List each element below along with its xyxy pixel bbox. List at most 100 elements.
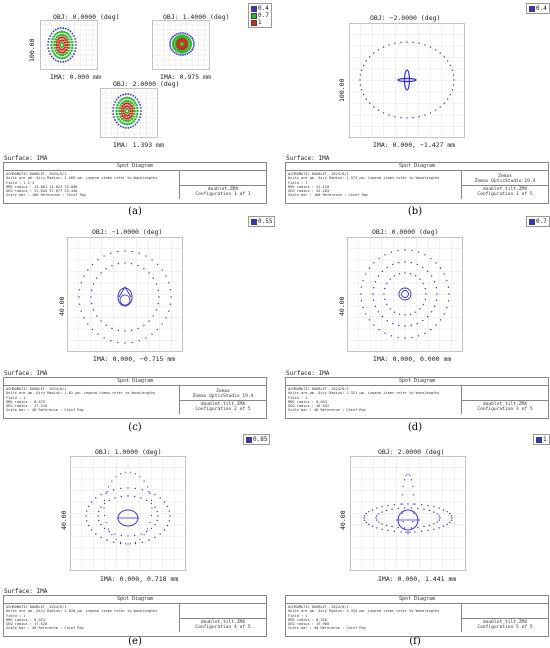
spot-point: [186, 52, 189, 55]
spot-point: [52, 57, 55, 60]
spot-point: [447, 286, 450, 288]
spot-point: [146, 530, 148, 533]
config-label: Configuration 4 of 5: [195, 625, 251, 631]
spot-point: [414, 531, 416, 533]
spot-point: [87, 323, 89, 325]
info-line: ACHROMATIC DOUBLET, 2024/6/1: [6, 605, 67, 609]
spot-point: [410, 261, 412, 264]
spot-core: [403, 69, 411, 91]
spot-point: [69, 30, 72, 33]
spot-point: [439, 267, 442, 269]
spot-point: [70, 49, 73, 52]
legend-swatch: [251, 5, 257, 12]
spot-point: [365, 273, 367, 275]
spot-point: [54, 28, 57, 31]
spot-point: [85, 520, 88, 522]
spot-point: [181, 47, 185, 51]
spot-point: [139, 113, 142, 116]
spot-point: [381, 315, 384, 318]
spot-point: [360, 69, 363, 71]
spot-point: [402, 485, 404, 487]
caption-d: (d): [407, 422, 423, 433]
spot-point: [69, 52, 72, 55]
spot-point: [50, 40, 53, 44]
spot-point: [424, 114, 426, 116]
spot-point: [372, 293, 374, 295]
spot-point: [365, 512, 367, 515]
spot-point: [61, 36, 65, 39]
info-line: Field : 1: [6, 395, 26, 400]
spot-point: [128, 119, 132, 122]
spot-point: [132, 125, 135, 128]
spot-point: [373, 324, 375, 326]
spot-point: [58, 30, 61, 34]
spot-point: [419, 308, 421, 310]
spot-point: [108, 499, 110, 502]
spot-point: [135, 115, 138, 118]
surface-label: Surface: IMA: [4, 155, 48, 162]
spot-point: [404, 261, 406, 263]
spot-point: [127, 535, 129, 537]
spot-point: [423, 525, 425, 528]
spot-point: [114, 533, 116, 535]
spot-point: [115, 121, 118, 124]
spot-point: [128, 112, 132, 115]
spot-point: [130, 114, 133, 118]
spot-point: [91, 263, 94, 266]
spot-point: [90, 289, 93, 292]
surface-label: Surface: IMA: [4, 588, 48, 595]
spot-point: [377, 109, 380, 111]
spot-point: [120, 534, 123, 537]
info-line: Scale bar : 40 Reference : Chief Ray: [6, 626, 84, 631]
spot-point: [187, 40, 190, 44]
spot-point: [129, 126, 132, 129]
spot-diagram-info-box: Spot Diagram ACHROMATIC DOUBLET, 2024/6/…: [285, 595, 549, 637]
spot-core: [397, 77, 417, 83]
spot-point: [117, 329, 120, 332]
y-scale-label: 100.00: [338, 78, 346, 102]
spot-point: [150, 514, 153, 517]
spot-point: [118, 112, 121, 116]
spot-point: [115, 538, 117, 540]
spot-point: [120, 102, 124, 105]
spot-point: [131, 109, 134, 113]
spot-point: [98, 519, 100, 522]
spot-point: [407, 473, 409, 475]
spot-point: [87, 269, 89, 271]
spot-point: [373, 262, 375, 264]
spot-point: [138, 252, 140, 254]
spot-point: [60, 57, 64, 60]
spot-point: [371, 525, 374, 527]
spot-point: [169, 43, 171, 45]
spot-point: [134, 118, 137, 121]
spot-point: [401, 494, 403, 496]
spot-point: [149, 522, 151, 524]
spot-core: [401, 290, 409, 298]
spot-point: [120, 112, 123, 115]
config-label: Configuration 3 of 5: [477, 407, 533, 413]
spot-point: [62, 48, 65, 51]
spot-point: [123, 122, 126, 126]
spot-point: [74, 40, 77, 43]
spot-point: [154, 523, 156, 526]
spot-point: [52, 30, 55, 33]
spot-point: [136, 121, 139, 124]
spot-point: [451, 89, 454, 91]
spot-point: [159, 497, 161, 499]
spot-point: [119, 94, 122, 97]
spot-point: [439, 319, 442, 321]
spot-point: [363, 515, 366, 517]
spot-point: [413, 512, 415, 514]
spot-point: [83, 317, 85, 319]
spot-point: [400, 116, 402, 119]
spot-point: [95, 497, 97, 499]
spot-point: [360, 300, 363, 302]
spot-point: [87, 524, 90, 527]
spot-point: [368, 267, 371, 269]
spot-point: [156, 328, 159, 331]
spot-point: [172, 40, 175, 44]
spot-point: [192, 45, 195, 47]
spot-point: [169, 39, 172, 41]
spot-point: [134, 487, 136, 490]
spot-point: [371, 509, 374, 511]
